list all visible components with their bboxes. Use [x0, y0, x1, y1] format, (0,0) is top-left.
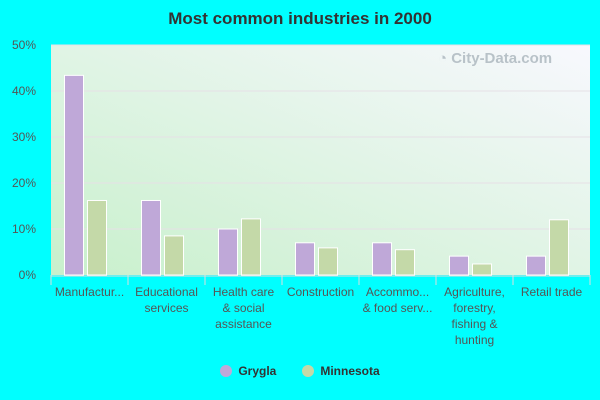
bar-minnesota [549, 219, 569, 276]
legend-swatch [220, 365, 233, 377]
bar-grygla [141, 199, 161, 276]
bar-grygla [526, 255, 546, 276]
legend: Grygla Minnesota [0, 364, 600, 378]
x-category-label: Educational services [135, 285, 198, 315]
bar-minnesota [318, 247, 338, 276]
chart-title: Most common industries in 2000 [168, 9, 432, 28]
bar-minnesota [241, 218, 261, 276]
bar-grygla [449, 255, 469, 276]
bar-minnesota [164, 235, 184, 276]
x-category-label: Manufactur... [55, 285, 124, 299]
bar-minnesota [87, 199, 107, 276]
bar-minnesota [395, 249, 415, 276]
y-tick-label: 0% [19, 268, 37, 282]
bar-grygla [64, 74, 84, 276]
x-category-label: Retail trade [521, 285, 583, 299]
y-tick-label: 40% [12, 84, 36, 98]
x-category-label: Construction [287, 285, 354, 299]
legend-label: Minnesota [320, 364, 380, 378]
legend-item-grygla: Grygla [220, 364, 276, 378]
y-tick-label: 30% [12, 130, 36, 144]
legend-swatch [302, 365, 315, 377]
bar-grygla [218, 228, 238, 276]
bar-grygla [372, 242, 392, 276]
y-tick-label: 10% [12, 222, 36, 236]
y-tick-label: 20% [12, 176, 36, 190]
bar-grygla [295, 242, 315, 276]
x-category-label: Accommo... & food serv... [363, 285, 433, 315]
bar-minnesota [472, 263, 492, 276]
legend-item-minnesota: Minnesota [302, 364, 380, 378]
legend-label: Grygla [238, 364, 277, 378]
y-tick-label: 50% [12, 38, 36, 52]
plot-area [51, 45, 590, 275]
x-category-label: Agriculture, forestry, fishing & hunting [444, 285, 505, 347]
watermark-logo: ◔ City-Data.com [438, 50, 553, 67]
x-category-label: Health care & social assistance [213, 285, 275, 331]
